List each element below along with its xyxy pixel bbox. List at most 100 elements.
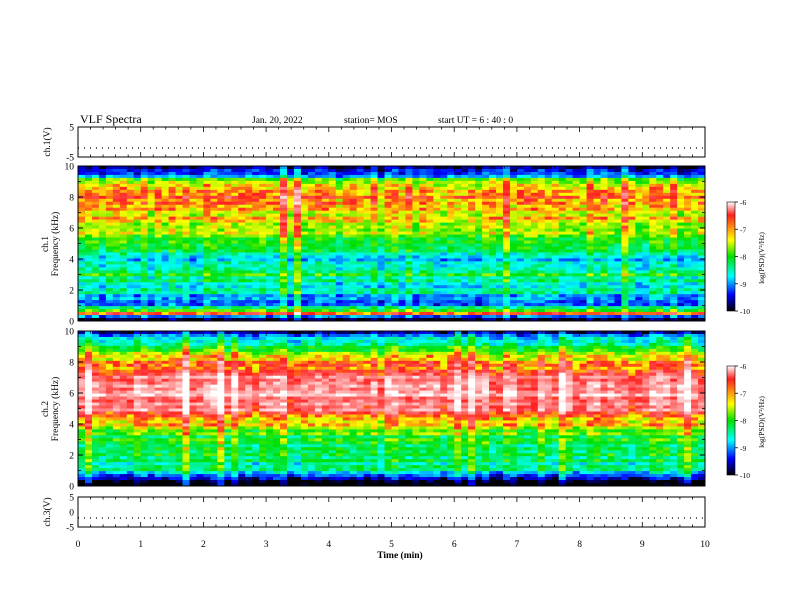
spectrogram-cell	[628, 294, 636, 298]
spectrogram-cell	[447, 183, 455, 188]
spectrogram-cell	[663, 267, 671, 271]
spectrogram-cell	[287, 219, 295, 224]
spectrogram-cell	[551, 291, 560, 295]
spectrogram-cell	[189, 276, 197, 280]
spectrogram-cell	[593, 198, 601, 203]
spectrogram-cell	[565, 180, 574, 185]
colorbar-tick-label: -7	[740, 225, 746, 234]
spectrogram-cell	[287, 166, 295, 170]
spectrogram-cell	[405, 189, 413, 194]
spectrogram-cell	[356, 252, 365, 256]
spectrogram-cell	[677, 288, 685, 292]
spectrogram-cell	[600, 282, 608, 286]
spectrogram-cell	[210, 318, 218, 322]
spectrogram-cell	[321, 222, 330, 227]
spectrogram-cell	[314, 300, 323, 304]
spectrogram-cell	[454, 222, 462, 227]
spectrogram-cell	[691, 276, 699, 280]
spectrogram-cell	[210, 225, 218, 229]
spectrogram-cell	[363, 207, 371, 212]
spectrogram-cell	[433, 309, 441, 313]
spectrogram-cell	[607, 243, 615, 247]
spectrogram-cell	[440, 252, 448, 256]
spectrogram-cell	[656, 243, 664, 247]
spectrogram-cell	[321, 315, 330, 319]
spectrogram-cell	[530, 228, 539, 232]
spectrogram-cell	[475, 300, 483, 304]
spectrogram-cell	[677, 273, 685, 277]
spectrogram-cell	[482, 225, 490, 229]
spectrogram-cell	[586, 315, 594, 319]
spectrogram-cell	[461, 171, 469, 176]
spectrogram-cell	[475, 207, 483, 212]
spectrogram-cell	[307, 288, 316, 292]
spectrogram-cell	[245, 255, 253, 259]
spectrogram-cell	[384, 198, 392, 203]
spectrogram-cell	[154, 258, 162, 262]
spectrogram-cell	[321, 288, 330, 292]
spectrogram-cell	[628, 213, 636, 218]
spectrogram-cell	[516, 231, 525, 235]
spectrogram-cell	[426, 225, 434, 229]
spectrogram-cell	[509, 213, 518, 218]
spectrogram-cell	[502, 207, 511, 212]
spectrogram-cell	[147, 234, 156, 238]
spectrogram-cell	[140, 222, 149, 227]
spectrogram-cell	[621, 252, 629, 256]
spectrogram-cell	[523, 276, 532, 280]
spectrogram-cell	[161, 267, 169, 271]
spectrogram-cell	[586, 264, 594, 268]
spectrogram-cell	[280, 309, 288, 313]
spectrogram-cell	[363, 186, 371, 191]
spectrogram-cell	[273, 273, 281, 277]
spectrogram-cell	[496, 273, 504, 277]
spectrogram-cell	[321, 216, 330, 221]
spectrogram-cell	[419, 186, 427, 191]
spectrogram-cell	[600, 249, 608, 253]
spectrogram-cell	[523, 171, 532, 176]
spectrogram-cell	[98, 201, 107, 206]
spectrogram-cell	[489, 219, 497, 224]
spectrogram-cell	[147, 279, 156, 283]
spectrogram-cell	[482, 228, 490, 232]
spectrogram-cell	[231, 246, 239, 250]
spectrogram-cell	[593, 183, 601, 188]
spectrogram-cell	[78, 303, 86, 307]
spectrogram-cell	[210, 264, 218, 268]
spectrogram-cell	[440, 276, 448, 280]
spectrogram-cell	[293, 234, 302, 238]
spectrogram-cell	[189, 255, 197, 259]
spectrogram-cell	[621, 331, 629, 335]
spectrogram-cell	[593, 243, 601, 247]
spectrogram-cell	[412, 270, 420, 274]
spectrogram-cell	[440, 240, 448, 244]
spectrogram-cell	[168, 195, 176, 200]
spectrogram-cell	[175, 318, 183, 322]
spectrogram-cell	[168, 267, 176, 271]
spectrogram-cell	[691, 264, 699, 268]
spectrogram-cell	[468, 267, 476, 271]
spectrogram-cell	[377, 234, 385, 238]
spectrogram-cell	[280, 276, 288, 280]
spectrogram-cell	[523, 291, 532, 295]
spectrogram-cell	[238, 210, 246, 215]
spectrogram-cell	[196, 273, 204, 277]
spectrogram-cell	[328, 166, 337, 170]
spectrogram-cell	[600, 237, 608, 241]
spectrogram-cell	[391, 273, 399, 277]
spectrogram-cell	[182, 240, 190, 244]
spectrogram-cell	[321, 219, 330, 224]
spectrogram-cell	[384, 309, 392, 313]
spectrogram-cell	[154, 267, 162, 271]
spectrogram-cell	[189, 315, 197, 319]
spectrogram-cell	[496, 222, 504, 227]
spectrogram-cell	[677, 240, 685, 244]
spectrogram-cell	[161, 174, 169, 179]
spectrogram-cell	[293, 240, 302, 244]
spectrogram-cell	[412, 166, 420, 170]
spectrogram-cell	[189, 246, 197, 250]
spectrogram-cell	[259, 264, 267, 268]
spectrogram-cell	[126, 183, 135, 188]
spectrogram-cell	[356, 267, 365, 271]
spectrogram-cell	[475, 267, 483, 271]
